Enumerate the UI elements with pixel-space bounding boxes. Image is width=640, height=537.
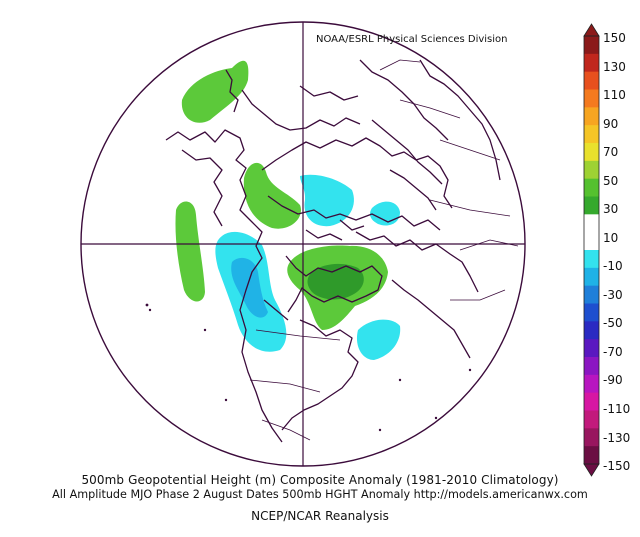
colorbar-swatch bbox=[584, 374, 599, 394]
colorbar-label: 70 bbox=[603, 145, 619, 160]
colorbar-label: 50 bbox=[603, 173, 619, 188]
colorbar-swatch bbox=[584, 357, 599, 376]
positive-anomaly-strong bbox=[307, 263, 364, 300]
colorbar-swatch bbox=[584, 267, 599, 287]
credit-text: NOAA/ESRL Physical Sciences Division bbox=[316, 34, 508, 45]
colorbar-top-cap bbox=[583, 23, 600, 37]
colorbar-swatch bbox=[584, 143, 599, 162]
caption-title: 500mb Geopotential Height (m) Composite … bbox=[81, 473, 559, 487]
positive-anomaly-region bbox=[181, 60, 249, 123]
caption-source: NCEP/NCAR Reanalysis bbox=[251, 509, 389, 523]
colorbar-swatch bbox=[584, 214, 599, 233]
negative-anomaly-strong bbox=[231, 257, 268, 318]
colorbar-label: -50 bbox=[603, 316, 623, 331]
colorbar-label: -30 bbox=[603, 287, 623, 302]
coastlines bbox=[165, 59, 501, 443]
colorbar-label: 150 bbox=[603, 31, 626, 45]
map-border bbox=[80, 21, 526, 467]
colorbar-swatch bbox=[584, 285, 599, 304]
colorbar-swatch bbox=[584, 410, 599, 429]
colorbar-label: -110 bbox=[603, 401, 631, 416]
colorbar-swatch bbox=[584, 107, 599, 126]
colorbar-swatch bbox=[584, 125, 599, 144]
colorbar-label: 30 bbox=[603, 202, 619, 217]
positive-anomaly-region bbox=[243, 162, 301, 229]
colorbar-swatch bbox=[584, 53, 599, 73]
colorbar-label: 130 bbox=[603, 59, 626, 74]
negative-anomaly-region bbox=[370, 201, 400, 226]
colorbar-swatch bbox=[584, 303, 599, 322]
colorbar-label: -150 bbox=[603, 459, 631, 473]
positive-anomaly-region bbox=[175, 201, 205, 302]
island-dots bbox=[145, 303, 472, 432]
colorbar-swatch bbox=[584, 196, 599, 215]
colorbar-swatch bbox=[584, 71, 599, 90]
colorbar-label: -130 bbox=[603, 430, 631, 445]
colorbar-label: -90 bbox=[603, 373, 623, 388]
colorbar-label: 90 bbox=[603, 116, 619, 131]
negative-anomaly-region bbox=[300, 174, 354, 227]
colorbar-swatch bbox=[584, 321, 599, 340]
colorbar-swatch bbox=[584, 392, 599, 411]
colorbar-swatch bbox=[584, 339, 599, 358]
colorbar-label: -10 bbox=[603, 259, 623, 274]
colorbar-swatch bbox=[584, 160, 599, 180]
colorbar-swatch bbox=[584, 36, 599, 55]
colorbar-swatch bbox=[584, 232, 599, 251]
colorbar bbox=[583, 23, 600, 477]
political-boundaries bbox=[249, 59, 519, 441]
caption-subtitle: All Amplitude MJO Phase 2 August Dates 5… bbox=[52, 488, 588, 501]
colorbar-swatch bbox=[584, 178, 599, 197]
colorbar-swatch bbox=[584, 250, 599, 269]
colorbar-label: 110 bbox=[603, 88, 626, 103]
colorbar-label: -70 bbox=[603, 344, 623, 359]
colorbar-swatch bbox=[584, 446, 599, 465]
negative-anomaly-region bbox=[356, 319, 401, 360]
anomaly-shading bbox=[145, 59, 519, 443]
colorbar-label: 10 bbox=[603, 230, 619, 245]
colorbar-swatch bbox=[584, 89, 599, 108]
colorbar-swatch bbox=[584, 428, 599, 447]
colorbar-frame bbox=[583, 35, 600, 465]
